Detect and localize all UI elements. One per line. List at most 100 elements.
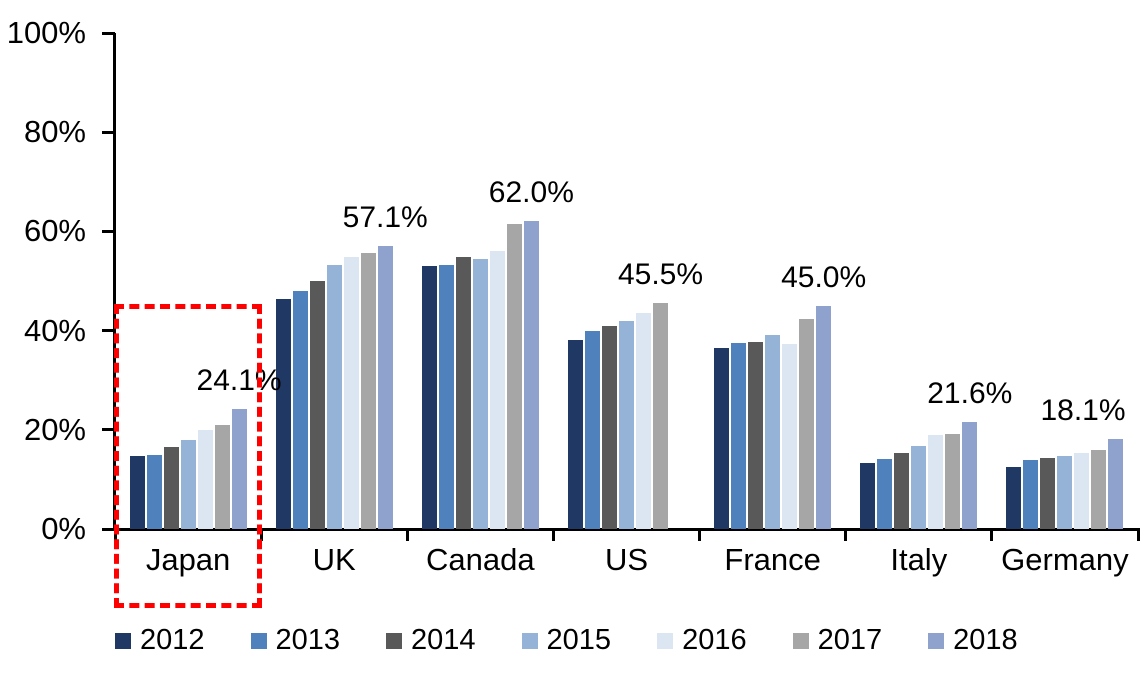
y-axis-tick — [102, 329, 115, 333]
legend-swatch-2016 — [657, 632, 674, 649]
bar-us-2016 — [636, 313, 651, 529]
y-axis-tick-label: 80% — [23, 114, 86, 150]
y-axis-line — [113, 33, 116, 529]
bar-italy-2016 — [928, 434, 944, 529]
legend-label-2017: 2017 — [817, 624, 883, 656]
y-axis-tick-label: 20% — [23, 411, 86, 447]
bar-us-2014 — [602, 325, 617, 529]
legend-item-2017: 2017 — [792, 624, 883, 657]
x-axis-tick — [698, 529, 702, 541]
x-axis-label-france: France — [724, 542, 821, 577]
bar-germany-2016 — [1074, 452, 1090, 529]
bar-uk-2018 — [377, 245, 393, 529]
bar-japan-2014 — [163, 446, 179, 529]
bar-japan-2017 — [214, 424, 230, 529]
y-axis-tick — [102, 527, 115, 531]
x-axis-label-canada: Canada — [426, 542, 535, 577]
bar-france-2012 — [714, 347, 730, 529]
data-label-us: 45.5% — [617, 258, 704, 292]
bar-japan-2012 — [129, 455, 145, 529]
legend-swatch-2014 — [386, 632, 403, 649]
y-axis-tick-label: 100% — [6, 15, 86, 50]
y-axis-tick-label: 0% — [41, 511, 86, 546]
bar-us-2017 — [653, 303, 668, 529]
data-label-france: 45.0% — [781, 260, 867, 294]
bar-italy-2012 — [860, 463, 876, 529]
x-axis-label-us: US — [604, 542, 649, 577]
bar-us-2012 — [568, 340, 583, 529]
legend-swatch-2017 — [792, 632, 809, 649]
bar-italy-2013 — [877, 459, 893, 529]
y-axis-tick — [102, 130, 115, 134]
x-axis-label-japan: Japan — [145, 542, 231, 577]
bar-uk-2015 — [326, 265, 342, 529]
bar-uk-2016 — [343, 257, 359, 529]
highlight-box-japan — [114, 304, 263, 608]
legend-item-2016: 2016 — [657, 624, 747, 657]
bar-germany-2015 — [1057, 456, 1073, 529]
bar-italy-2018 — [962, 421, 978, 529]
x-axis-label-italy: Italy — [890, 542, 948, 577]
bar-uk-2017 — [360, 252, 376, 529]
legend-label-2018: 2018 — [953, 624, 1018, 656]
bar-canada-2015 — [472, 258, 488, 529]
legend-swatch-2018 — [928, 632, 945, 649]
x-axis-label-uk: UK — [312, 542, 356, 577]
y-axis-tick — [102, 229, 115, 233]
y-axis-tick-label: 40% — [23, 312, 86, 348]
bar-us-2013 — [585, 331, 600, 529]
legend-item-2014: 2014 — [386, 624, 476, 657]
bar-canada-2016 — [489, 250, 505, 529]
y-axis-tick — [102, 31, 115, 35]
bar-france-2017 — [799, 319, 815, 529]
x-axis-tick — [990, 529, 994, 541]
x-axis-line — [113, 528, 1140, 531]
bar-uk-2013 — [292, 291, 308, 529]
bar-japan-2013 — [146, 454, 162, 529]
bar-germany-2012 — [1006, 467, 1022, 529]
bar-uk-2012 — [275, 299, 291, 529]
bar-france-2015 — [765, 334, 781, 529]
legend-item-2018: 2018 — [928, 624, 1018, 657]
legend-item-2013: 2013 — [250, 624, 341, 657]
legend-item-2012: 2012 — [115, 624, 205, 657]
bar-canada-2018 — [523, 221, 539, 529]
data-label-uk: 57.1% — [342, 200, 428, 234]
bar-italy-2015 — [911, 445, 927, 529]
bar-canada-2013 — [438, 264, 454, 529]
legend-label-2012: 2012 — [140, 624, 205, 656]
legend: 2012 2013 2014 2015 2016 2017 2018 — [115, 624, 1018, 657]
legend-item-2015: 2015 — [521, 624, 612, 657]
x-axis-tick — [551, 529, 555, 541]
bar-japan-2016 — [197, 430, 213, 529]
bar-france-2016 — [782, 343, 798, 529]
x-axis-label-germany: Germany — [1001, 542, 1129, 577]
x-axis-tick — [1136, 529, 1140, 541]
legend-label-2014: 2014 — [411, 624, 476, 656]
bar-france-2014 — [748, 341, 764, 529]
legend-label-2013: 2013 — [275, 624, 341, 656]
data-label-germany: 18.1% — [1040, 394, 1126, 428]
data-label-canada: 62.0% — [488, 176, 574, 210]
bar-uk-2014 — [309, 281, 325, 529]
bar-canada-2017 — [506, 224, 522, 529]
legend-label-2015: 2015 — [546, 624, 612, 656]
bar-japan-2018 — [231, 409, 247, 529]
bar-japan-2015 — [180, 439, 196, 529]
data-label-italy: 21.6% — [927, 376, 1013, 410]
bar-germany-2018 — [1108, 439, 1124, 529]
bar-italy-2014 — [894, 453, 910, 529]
x-axis-tick — [844, 529, 848, 541]
bar-france-2013 — [731, 342, 747, 529]
bar-canada-2012 — [421, 266, 437, 529]
legend-label-2016: 2016 — [682, 624, 747, 656]
legend-swatch-2013 — [250, 632, 267, 649]
y-axis-tick — [102, 428, 115, 432]
bar-germany-2013 — [1023, 459, 1039, 529]
bar-italy-2017 — [945, 433, 961, 529]
bar-germany-2014 — [1040, 458, 1056, 529]
y-axis-tick-label: 60% — [23, 213, 86, 249]
bar-france-2018 — [816, 305, 832, 529]
bar-canada-2014 — [455, 256, 471, 529]
